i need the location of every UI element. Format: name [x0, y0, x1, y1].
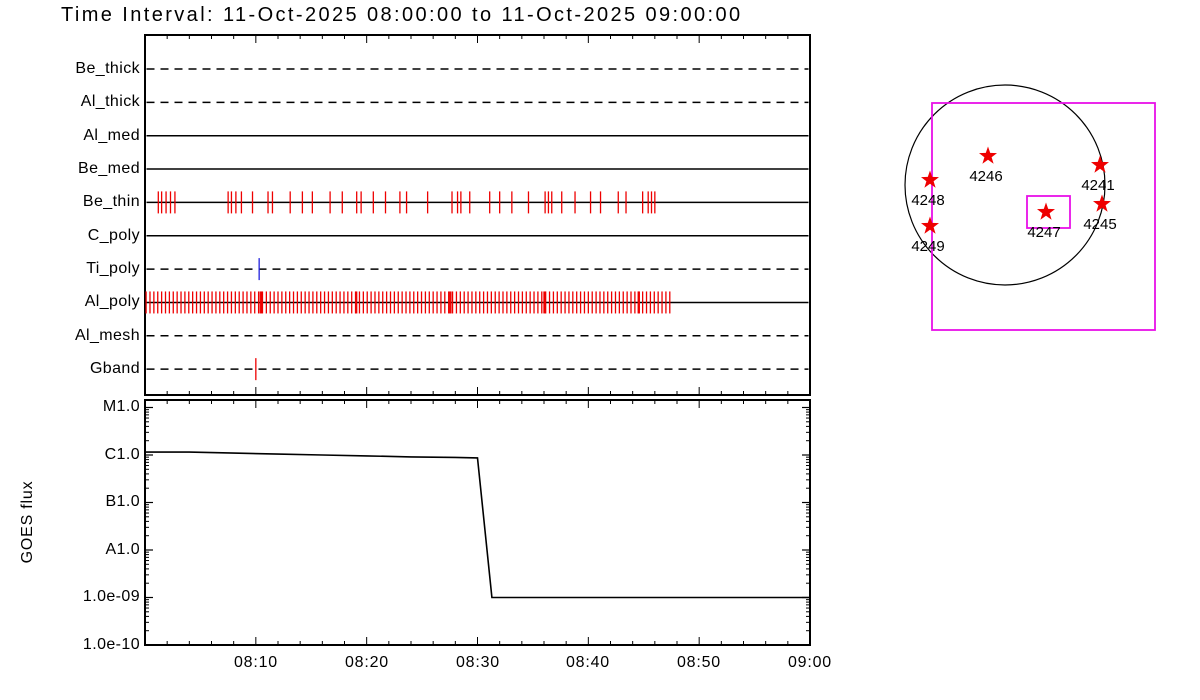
- active-region-label-4247: 4247: [1027, 224, 1060, 241]
- active-region-star-4247: [1037, 202, 1055, 220]
- goes-ytick-c10: C1.0: [104, 446, 140, 463]
- channel-label-al-poly: Al_poly: [84, 293, 140, 310]
- channel-label-ti-poly: Ti_poly: [86, 260, 140, 277]
- fov-box-0: [931, 102, 1156, 331]
- goes-ytick-a10: A1.0: [105, 541, 140, 558]
- channel-label-gband: Gband: [89, 360, 140, 377]
- channel-label-al-thick: Al_thick: [80, 93, 140, 110]
- active-region-label-4246: 4246: [969, 168, 1002, 185]
- goes-ytick-m10: M1.0: [102, 398, 140, 415]
- channel-label-c-poly: C_poly: [87, 227, 140, 244]
- channel-label-be-thick: Be_thick: [75, 60, 140, 77]
- xtick-0900: 09:00: [787, 654, 833, 671]
- goes-ytick-b10: B1.0: [105, 493, 140, 510]
- xtick-0810: 08:10: [233, 654, 279, 671]
- active-region-label-4249: 4249: [911, 238, 944, 255]
- active-region-star-4248: [921, 170, 939, 188]
- channel-label-al-med: Al_med: [83, 127, 140, 144]
- xtick-0840: 08:40: [565, 654, 611, 671]
- xtick-0820: 08:20: [344, 654, 390, 671]
- goes-frame: [144, 399, 811, 646]
- fov-box-1: [1026, 195, 1071, 229]
- solar-disk-limb: [904, 84, 1106, 286]
- channel-label-be-med: Be_med: [78, 160, 140, 177]
- active-region-label-4241: 4241: [1081, 177, 1114, 194]
- active-region-label-4245: 4245: [1083, 216, 1116, 233]
- xtick-0830: 08:30: [455, 654, 501, 671]
- active-region-star-4246: [979, 146, 997, 164]
- xtick-0850: 08:50: [676, 654, 722, 671]
- timeline-frame: [144, 34, 811, 396]
- active-region-star-4249: [921, 216, 939, 234]
- goes-ytick-1e-10: 1.0e-10: [82, 636, 140, 653]
- active-region-label-4248: 4248: [911, 192, 944, 209]
- channel-label-al-mesh: Al_mesh: [74, 327, 140, 344]
- goes-ytick-1e-09: 1.0e-09: [82, 588, 140, 605]
- goes-flux-curve: [145, 451, 810, 599]
- active-region-star-4245: [1093, 194, 1111, 212]
- active-region-star-4241: [1091, 155, 1109, 173]
- channel-label-be-thin: Be_thin: [82, 193, 140, 210]
- page-title: Time Interval: 11-Oct-2025 08:00:00 to 1…: [61, 4, 743, 26]
